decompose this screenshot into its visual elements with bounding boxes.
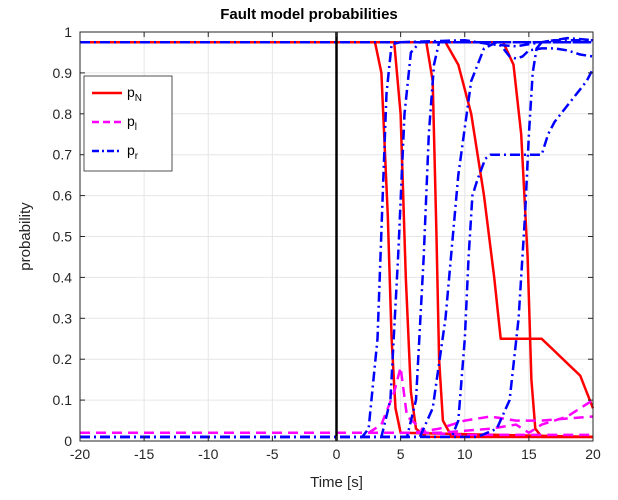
series-pr-line-9 bbox=[80, 40, 593, 439]
x-tick-label-0: -20 bbox=[70, 446, 90, 462]
x-tick-label-4: 0 bbox=[333, 446, 341, 462]
series-pl-line-7 bbox=[80, 399, 594, 435]
legend-label-r: pr bbox=[127, 142, 139, 162]
series-pr-line-14 bbox=[80, 36, 594, 48]
y-tick-label-8: 0.8 bbox=[53, 106, 73, 122]
y-tick-label-4: 0.4 bbox=[53, 269, 73, 285]
y-tick-label-2: 0.2 bbox=[53, 351, 73, 367]
x-axis-label: Time [s] bbox=[310, 474, 363, 491]
y-tick-label-10: 1 bbox=[64, 24, 72, 40]
y-tick-label-0: 0 bbox=[64, 433, 72, 449]
y-tick-label-6: 0.6 bbox=[53, 188, 73, 204]
y-tick-label-9: 0.9 bbox=[53, 65, 73, 81]
y-tick-label-5: 0.5 bbox=[53, 229, 73, 245]
legend-label-l: pl bbox=[127, 113, 137, 133]
series-pN-line-2 bbox=[80, 40, 593, 439]
y-axis-label: probability bbox=[17, 202, 34, 271]
y-tick-label-7: 0.7 bbox=[53, 147, 73, 163]
x-tick-label-3: -5 bbox=[266, 446, 279, 462]
series-pN-line-1 bbox=[80, 40, 593, 439]
axis-ticks: -20 -15 -10 -5 0 5 10 15 20 0 0.1 0.2 0.3 0.4 0.5 0.6 0.… bbox=[53, 24, 601, 462]
series-pr-line-13 bbox=[80, 38, 593, 439]
legend-label-N: pN bbox=[127, 84, 142, 104]
chart-title: Fault model probabilities bbox=[220, 6, 398, 23]
legend: pN pl pr bbox=[83, 75, 173, 172]
series-lines bbox=[80, 36, 595, 439]
y-tick-label-1: 0.1 bbox=[53, 392, 73, 408]
y-tick-label-3: 0.3 bbox=[53, 310, 73, 326]
x-tick-label-7: 15 bbox=[521, 446, 537, 462]
series-pN-line-0 bbox=[80, 40, 594, 439]
x-tick-label-6: 10 bbox=[457, 446, 473, 462]
x-tick-label-2: -10 bbox=[198, 446, 218, 462]
series-pr-line-12 bbox=[80, 68, 595, 439]
x-tick-label-5: 5 bbox=[397, 446, 405, 462]
x-tick-label-1: -15 bbox=[134, 446, 154, 462]
series-pr-line-11 bbox=[80, 40, 594, 439]
x-tick-label-8: 20 bbox=[585, 446, 601, 462]
series-pr-line-8 bbox=[80, 40, 593, 439]
